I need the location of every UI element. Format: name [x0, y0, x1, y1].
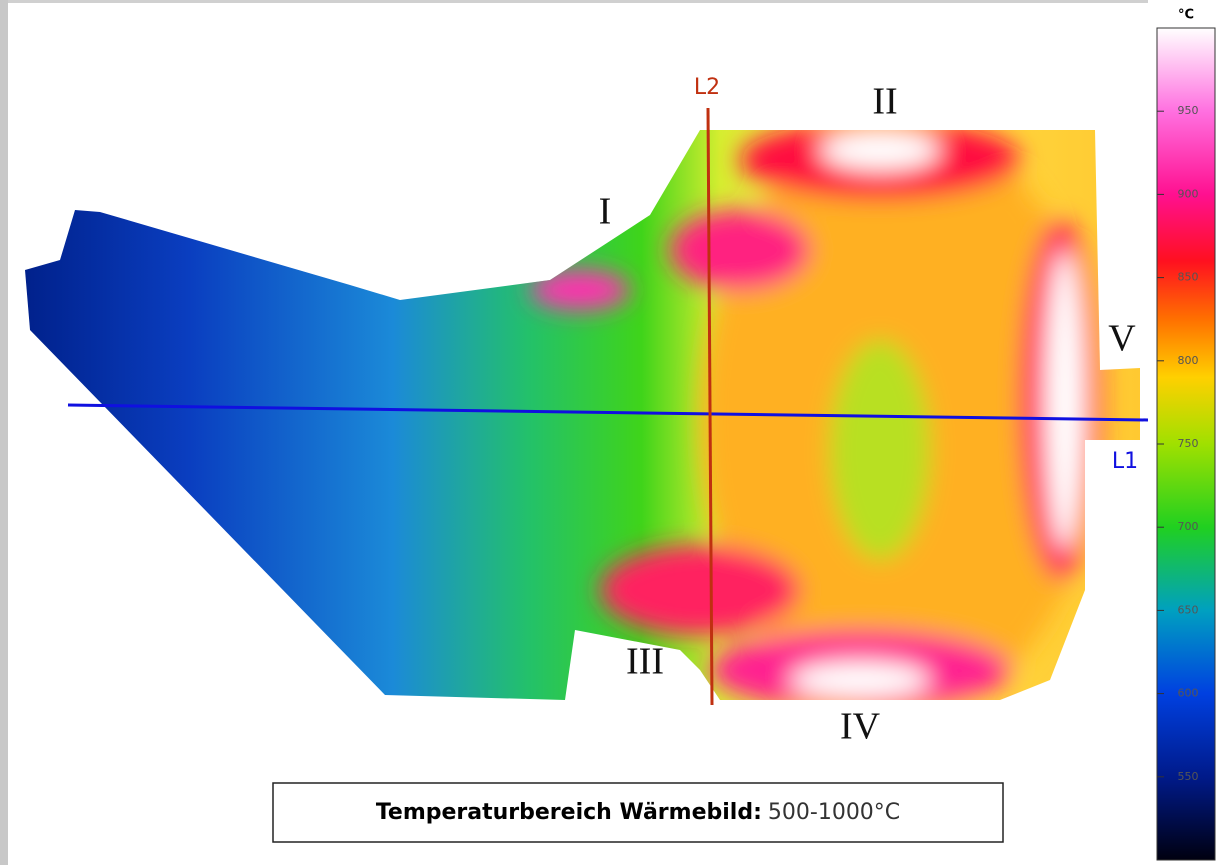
region-label: I [599, 191, 612, 233]
tick-label: 700 [1178, 520, 1199, 533]
tick-label: 800 [1178, 354, 1199, 367]
tick-label: 950 [1178, 104, 1199, 117]
top-border [8, 0, 1223, 3]
colorbar-ticks: 550 600 650 700 750 800 850 900 950 [1157, 104, 1199, 783]
tick-label: 900 [1178, 187, 1199, 200]
thermal-image [25, 130, 1140, 700]
region-label: III [626, 641, 664, 683]
region-label: IV [840, 706, 881, 748]
colorbar [1156, 27, 1216, 861]
line-label: L2 [694, 75, 720, 100]
left-border [0, 0, 8, 865]
tick-label: 750 [1178, 437, 1199, 450]
tick-label: 550 [1178, 770, 1199, 783]
caption: Temperaturbereich Wärmebild: 500-1000°C [376, 800, 900, 825]
tick-label: 600 [1178, 687, 1199, 700]
colorbar-unit: °C [1178, 8, 1194, 23]
line-l1 [67, 403, 1149, 422]
caption-label: Temperaturbereich Wärmebild: [376, 800, 762, 825]
hot-zones [530, 130, 1100, 700]
caption-range: 500-1000°C [768, 800, 900, 825]
line-label: L1 [1112, 449, 1138, 474]
region-label: II [872, 81, 897, 123]
tick-label: 850 [1178, 271, 1199, 284]
caption-box [272, 782, 1004, 843]
line-l2 [706, 107, 714, 706]
region-label: V [1108, 318, 1136, 360]
tick-label: 650 [1178, 603, 1199, 616]
